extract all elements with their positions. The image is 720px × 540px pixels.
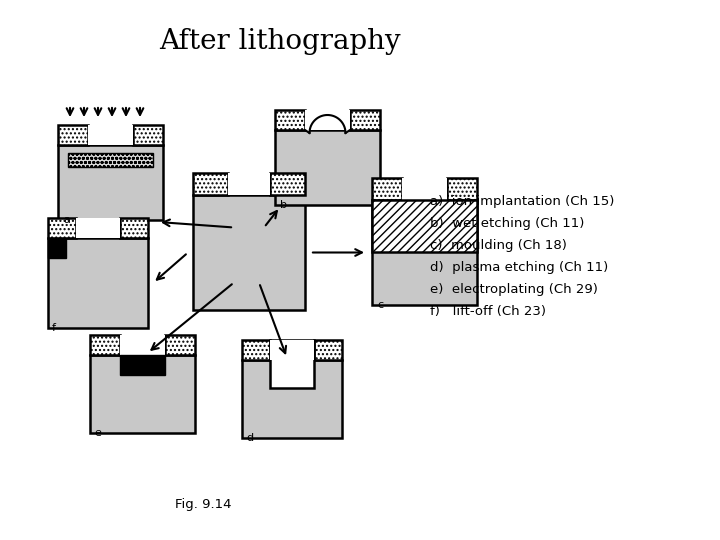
Bar bbox=[120, 218, 148, 238]
Text: e: e bbox=[94, 428, 101, 438]
Bar bbox=[193, 173, 228, 195]
Bar bbox=[275, 130, 380, 205]
Bar bbox=[242, 360, 342, 438]
Bar bbox=[58, 125, 88, 145]
Text: Fig. 9.14: Fig. 9.14 bbox=[175, 498, 232, 511]
Bar bbox=[270, 340, 314, 388]
Bar bbox=[228, 173, 270, 195]
Bar bbox=[372, 178, 402, 200]
Bar bbox=[133, 125, 163, 145]
Bar bbox=[48, 238, 148, 328]
Text: a: a bbox=[63, 215, 70, 225]
Bar bbox=[350, 110, 380, 130]
Bar bbox=[120, 335, 165, 355]
Text: b)  wet etching (Ch 11): b) wet etching (Ch 11) bbox=[430, 217, 585, 230]
Text: c)  moulding (Ch 18): c) moulding (Ch 18) bbox=[430, 239, 567, 252]
Text: f)   lift-off (Ch 23): f) lift-off (Ch 23) bbox=[430, 305, 546, 318]
Bar bbox=[314, 340, 342, 360]
Bar bbox=[58, 145, 163, 220]
Bar bbox=[48, 218, 76, 238]
Bar bbox=[402, 178, 447, 200]
Bar bbox=[305, 110, 350, 130]
Text: e)  electroplating (Ch 29): e) electroplating (Ch 29) bbox=[430, 283, 598, 296]
Bar bbox=[90, 335, 120, 355]
Bar bbox=[447, 178, 477, 200]
Bar bbox=[193, 195, 305, 310]
Bar bbox=[165, 335, 195, 355]
Bar bbox=[68, 153, 153, 167]
Bar bbox=[48, 238, 66, 258]
Text: a)  ion implantation (Ch 15): a) ion implantation (Ch 15) bbox=[430, 195, 614, 208]
Polygon shape bbox=[305, 115, 350, 133]
Bar bbox=[275, 110, 305, 130]
Bar bbox=[90, 355, 195, 433]
Text: f: f bbox=[52, 323, 56, 333]
Text: b: b bbox=[280, 200, 287, 210]
Text: c: c bbox=[377, 300, 383, 310]
Bar bbox=[88, 125, 133, 145]
Bar bbox=[242, 340, 270, 360]
Bar bbox=[76, 218, 120, 238]
Text: After lithography: After lithography bbox=[159, 28, 401, 55]
Bar bbox=[372, 200, 477, 305]
Bar bbox=[270, 340, 314, 360]
Polygon shape bbox=[270, 340, 314, 388]
Text: d)  plasma etching (Ch 11): d) plasma etching (Ch 11) bbox=[430, 261, 608, 274]
Bar bbox=[270, 173, 305, 195]
Text: d: d bbox=[246, 433, 253, 443]
Bar bbox=[372, 200, 477, 252]
Bar bbox=[120, 355, 165, 375]
